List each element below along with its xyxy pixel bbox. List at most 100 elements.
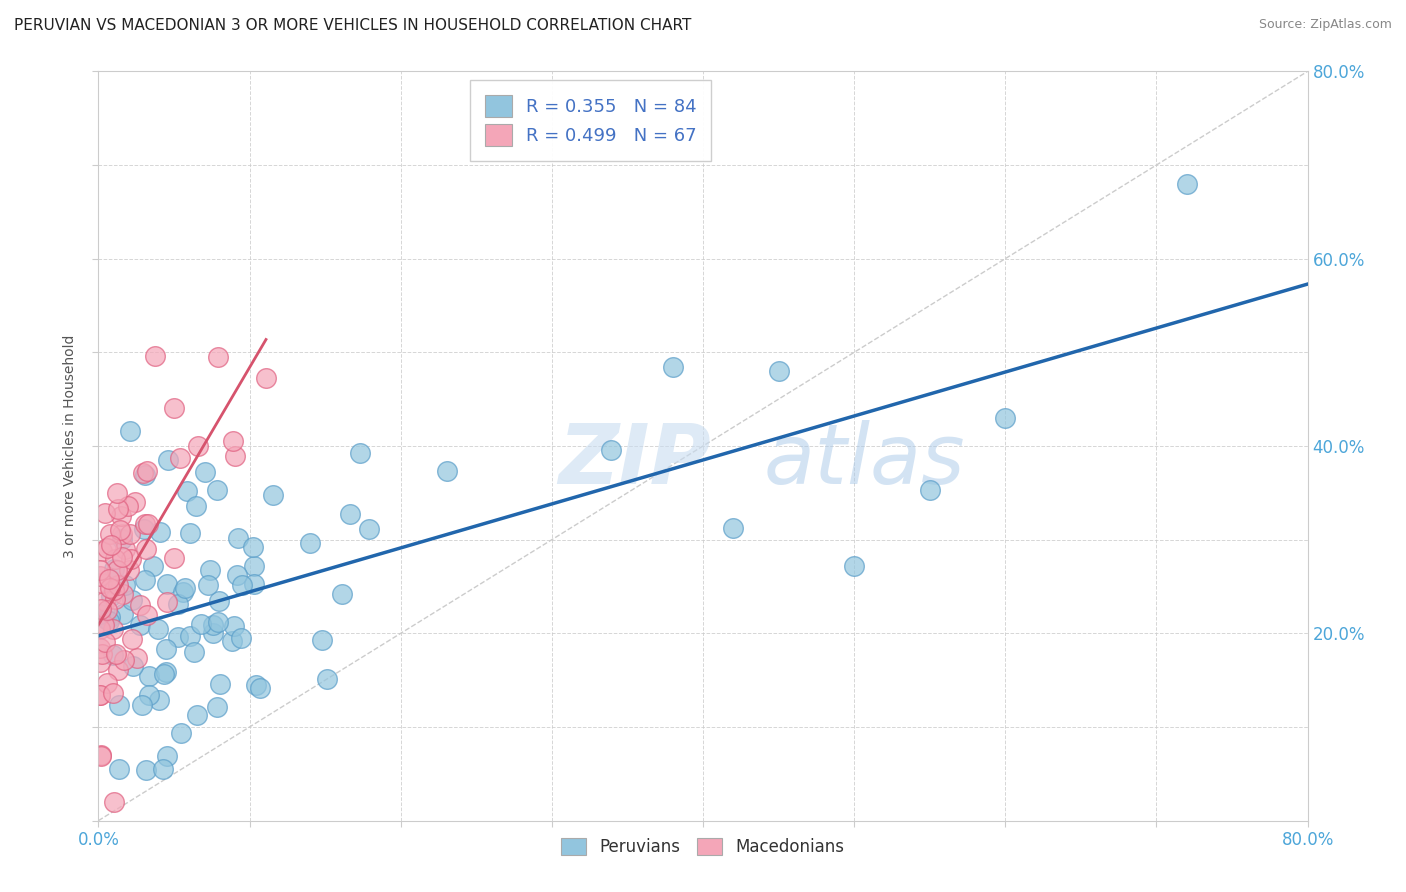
Point bbox=[231, 578, 253, 592]
Point bbox=[98, 610, 121, 624]
Point bbox=[262, 488, 284, 502]
Point bbox=[169, 451, 191, 466]
Point bbox=[89, 688, 111, 702]
Point bbox=[226, 531, 249, 545]
Point bbox=[90, 602, 112, 616]
Text: ZIP: ZIP bbox=[558, 420, 710, 501]
Point bbox=[768, 364, 790, 378]
Point bbox=[114, 578, 136, 592]
Point bbox=[101, 622, 124, 636]
Point bbox=[111, 549, 134, 564]
Point bbox=[599, 443, 621, 458]
Point bbox=[155, 641, 177, 656]
Point bbox=[90, 647, 112, 661]
Point bbox=[100, 589, 122, 603]
Point bbox=[225, 568, 247, 582]
Text: atlas: atlas bbox=[763, 420, 965, 501]
Point bbox=[844, 559, 866, 574]
Point bbox=[205, 483, 228, 497]
Point bbox=[89, 569, 111, 583]
Point bbox=[190, 616, 212, 631]
Point bbox=[166, 630, 188, 644]
Point bbox=[128, 598, 150, 612]
Point bbox=[143, 349, 166, 363]
Point bbox=[93, 506, 115, 520]
Point bbox=[1175, 177, 1198, 191]
Point bbox=[94, 634, 117, 648]
Text: Source: ZipAtlas.com: Source: ZipAtlas.com bbox=[1258, 18, 1392, 31]
Point bbox=[118, 563, 141, 577]
Point bbox=[105, 485, 128, 500]
Point bbox=[107, 698, 129, 712]
Point bbox=[142, 559, 165, 574]
Point bbox=[170, 726, 193, 740]
Point bbox=[176, 483, 198, 498]
Legend: Peruvians, Macedonians: Peruvians, Macedonians bbox=[553, 830, 853, 864]
Point bbox=[90, 749, 112, 764]
Point bbox=[107, 578, 129, 592]
Point bbox=[94, 593, 117, 607]
Point bbox=[224, 450, 246, 464]
Point bbox=[134, 517, 156, 532]
Point bbox=[135, 464, 157, 478]
Point bbox=[311, 632, 333, 647]
Point bbox=[120, 526, 142, 541]
Point bbox=[89, 607, 111, 621]
Point bbox=[118, 424, 141, 438]
Point bbox=[89, 689, 111, 703]
Point bbox=[110, 508, 132, 523]
Point bbox=[339, 507, 361, 521]
Y-axis label: 3 or more Vehicles in Household: 3 or more Vehicles in Household bbox=[63, 334, 77, 558]
Point bbox=[155, 577, 177, 591]
Point bbox=[163, 551, 186, 566]
Point bbox=[316, 672, 339, 686]
Point bbox=[242, 540, 264, 554]
Point bbox=[155, 665, 177, 679]
Point bbox=[107, 501, 129, 516]
Point bbox=[152, 762, 174, 776]
Point bbox=[112, 653, 135, 667]
Point bbox=[96, 541, 118, 555]
Point bbox=[103, 582, 125, 597]
Point bbox=[131, 698, 153, 712]
Point bbox=[149, 524, 172, 539]
Point bbox=[97, 614, 120, 628]
Point bbox=[187, 439, 209, 453]
Point bbox=[359, 522, 381, 536]
Point bbox=[135, 763, 157, 777]
Point bbox=[90, 575, 112, 590]
Point bbox=[183, 645, 205, 659]
Point bbox=[104, 591, 127, 606]
Point bbox=[98, 581, 121, 595]
Point bbox=[249, 681, 271, 695]
Point bbox=[134, 468, 156, 483]
Point bbox=[157, 452, 180, 467]
Point bbox=[103, 648, 125, 662]
Point bbox=[103, 561, 125, 575]
Point bbox=[117, 499, 139, 513]
Point bbox=[98, 527, 121, 541]
Point bbox=[221, 634, 243, 648]
Point bbox=[135, 607, 157, 622]
Point bbox=[107, 663, 129, 677]
Point bbox=[254, 371, 277, 385]
Point bbox=[156, 748, 179, 763]
Point bbox=[121, 632, 143, 647]
Point bbox=[89, 747, 111, 762]
Point bbox=[100, 538, 122, 552]
Point bbox=[179, 629, 201, 643]
Point bbox=[135, 541, 157, 556]
Point bbox=[89, 563, 111, 577]
Point bbox=[224, 619, 246, 633]
Point bbox=[243, 559, 266, 574]
Point bbox=[202, 618, 225, 632]
Point bbox=[198, 563, 221, 577]
Point bbox=[136, 517, 159, 532]
Point bbox=[994, 411, 1017, 425]
Point bbox=[245, 678, 267, 692]
Point bbox=[125, 651, 148, 665]
Point bbox=[146, 622, 169, 636]
Point bbox=[111, 607, 134, 621]
Point bbox=[94, 612, 117, 626]
Point bbox=[114, 541, 136, 556]
